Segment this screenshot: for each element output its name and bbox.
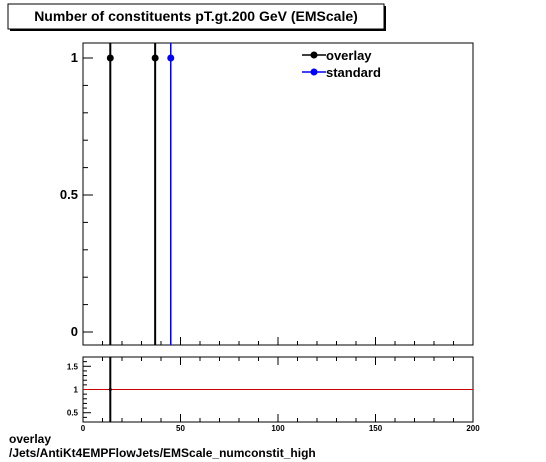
ratio-y-tick-label: 1	[74, 386, 79, 395]
legend-label-overlay: overlay	[326, 48, 372, 63]
main-x-axis	[82, 337, 474, 345]
main-y-tick-label: 0	[71, 324, 78, 339]
footer-label-overlay: overlay	[9, 432, 52, 446]
series-standard-point	[167, 54, 175, 62]
ratio-x-tick-label: 100	[271, 424, 285, 433]
main-y-axis: 00.51	[60, 50, 93, 339]
ratio-plot-marks	[83, 357, 473, 422]
ratio-x-axis: 0 50 100 150 200	[81, 357, 480, 433]
main-plot-marks	[106, 43, 175, 345]
main-plot-frame	[82, 42, 474, 346]
ratio-x-tick-label: 150	[369, 424, 383, 433]
series-overlay-point	[151, 54, 159, 62]
series-overlay-point	[106, 54, 114, 62]
legend: overlay standard	[302, 48, 381, 80]
ratio-x-tick-label: 200	[466, 424, 480, 433]
footer-label-path: /Jets/AntiKt4EMPFlowJets/EMScale_numcons…	[9, 446, 316, 460]
ratio-y-tick-label: 0.5	[67, 409, 79, 418]
chart-title: Number of constituents pT.gt.200 GeV (EM…	[34, 8, 358, 24]
ratio-x-tick-label: 50	[176, 424, 185, 433]
legend-entry-standard: standard	[302, 65, 381, 80]
legend-entry-overlay: overlay	[302, 48, 372, 63]
ratio-y-tick-label: 1.5	[67, 362, 79, 371]
ratio-x-tick-label: 0	[81, 424, 86, 433]
title-box: Number of constituents pT.gt.200 GeV (EM…	[7, 3, 386, 31]
ratio-point	[108, 388, 112, 391]
legend-label-standard: standard	[326, 65, 381, 80]
main-y-tick-label: 1	[71, 50, 78, 65]
main-y-tick-label: 0.5	[60, 187, 78, 202]
